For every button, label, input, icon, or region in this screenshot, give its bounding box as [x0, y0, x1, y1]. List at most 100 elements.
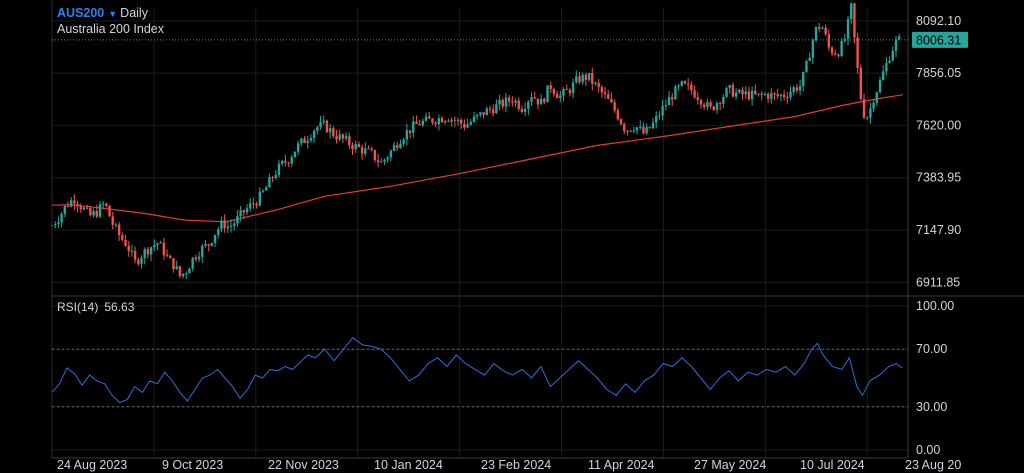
last-price-label: 8006.31 — [916, 33, 961, 47]
moving-average-path — [51, 94, 903, 223]
candle-body — [786, 97, 789, 99]
candlestick-series — [50, 2, 901, 279]
candle-body — [795, 87, 799, 91]
candle-body — [725, 88, 728, 97]
rsi-label: RSI(14) — [57, 300, 99, 314]
candle-body — [117, 224, 121, 236]
candle-body — [600, 87, 604, 93]
price-tick-label: 7147.90 — [916, 223, 961, 237]
candle-body — [894, 39, 898, 51]
candle-body — [373, 149, 377, 161]
price-tick-label: 7856.05 — [916, 66, 961, 80]
candle-body — [763, 94, 767, 96]
candle-body — [738, 89, 741, 93]
candle-body — [575, 76, 578, 83]
period-label[interactable]: Daily — [120, 6, 148, 20]
candle-body — [789, 91, 792, 98]
candle-body — [213, 234, 217, 244]
candle-body — [559, 95, 562, 99]
candle-body — [881, 71, 885, 81]
candle-body — [866, 117, 869, 119]
candle-body — [431, 118, 434, 123]
candle-body — [770, 93, 773, 99]
candle-body — [341, 134, 345, 139]
candle-body — [776, 94, 779, 97]
candle-body — [165, 255, 169, 257]
candle-body — [351, 145, 354, 150]
candle-body — [63, 205, 66, 214]
candle-body — [818, 27, 821, 29]
candle-body — [683, 81, 687, 84]
candle-body — [862, 99, 866, 118]
candle-body — [603, 92, 607, 95]
candle-body — [335, 136, 338, 140]
candle-body — [686, 83, 690, 85]
candle-body — [661, 105, 664, 116]
candle-body — [472, 116, 476, 122]
candle-body — [469, 121, 472, 125]
candle-body — [664, 105, 668, 107]
candle-body — [328, 128, 332, 133]
candle-body — [108, 205, 111, 217]
candle-body — [591, 73, 594, 84]
candle-body — [194, 257, 198, 260]
symbol-label[interactable]: AUS200 — [57, 6, 105, 20]
candle-body — [626, 130, 629, 132]
candle-body — [869, 108, 872, 118]
candle-body — [242, 210, 246, 213]
candle-body — [837, 54, 840, 56]
candle-body — [897, 36, 901, 40]
rsi-line — [51, 337, 903, 404]
candle-body — [616, 110, 620, 120]
candle-body — [635, 127, 639, 131]
candle-body — [667, 97, 671, 106]
candle-body — [623, 124, 626, 132]
rsi-tick-label: 100.00 — [916, 299, 954, 313]
candle-body — [463, 123, 466, 128]
candle-body — [380, 161, 383, 163]
candle-body — [178, 266, 182, 277]
candle-body — [137, 259, 140, 264]
candle-body — [482, 112, 485, 116]
candle-body — [527, 101, 530, 109]
candle-body — [306, 140, 309, 144]
candle-body — [501, 99, 504, 107]
candle-body — [348, 136, 351, 146]
candle-body — [479, 112, 482, 115]
candle-body — [757, 93, 760, 95]
rsi-value: 56.63 — [104, 300, 135, 314]
candle-body — [754, 90, 757, 95]
candle-body — [587, 73, 591, 80]
candle-body — [220, 220, 223, 230]
candle-body — [744, 91, 747, 95]
candle-body — [233, 223, 236, 226]
candle-body — [885, 62, 888, 72]
candle-body — [153, 245, 156, 248]
candle-body — [453, 119, 457, 121]
candle-body — [284, 160, 287, 163]
candle-body — [383, 159, 386, 162]
candle-body — [808, 57, 811, 61]
candle-body — [85, 207, 89, 209]
candle-body — [357, 143, 361, 147]
candle-body — [223, 220, 226, 229]
candle-body — [594, 82, 597, 84]
candle-body — [674, 86, 677, 100]
candle-body — [245, 208, 249, 213]
candle-body — [185, 273, 188, 275]
candle-body — [105, 203, 108, 206]
candle-body — [523, 108, 527, 113]
candle-body — [814, 27, 818, 41]
candle-body — [546, 85, 549, 103]
time-tick-label: 10 Jan 2024 — [374, 458, 443, 472]
candle-body — [319, 122, 322, 128]
chevron-down-icon[interactable]: ▼ — [108, 9, 118, 19]
candle-body — [578, 76, 581, 83]
price-tick-label: 7620.00 — [916, 118, 961, 132]
candle-body — [488, 108, 492, 110]
candle-body — [731, 85, 735, 97]
candle-body — [127, 245, 130, 252]
candle-body — [722, 96, 725, 104]
candle-body — [143, 249, 146, 258]
candle-body — [597, 82, 600, 88]
